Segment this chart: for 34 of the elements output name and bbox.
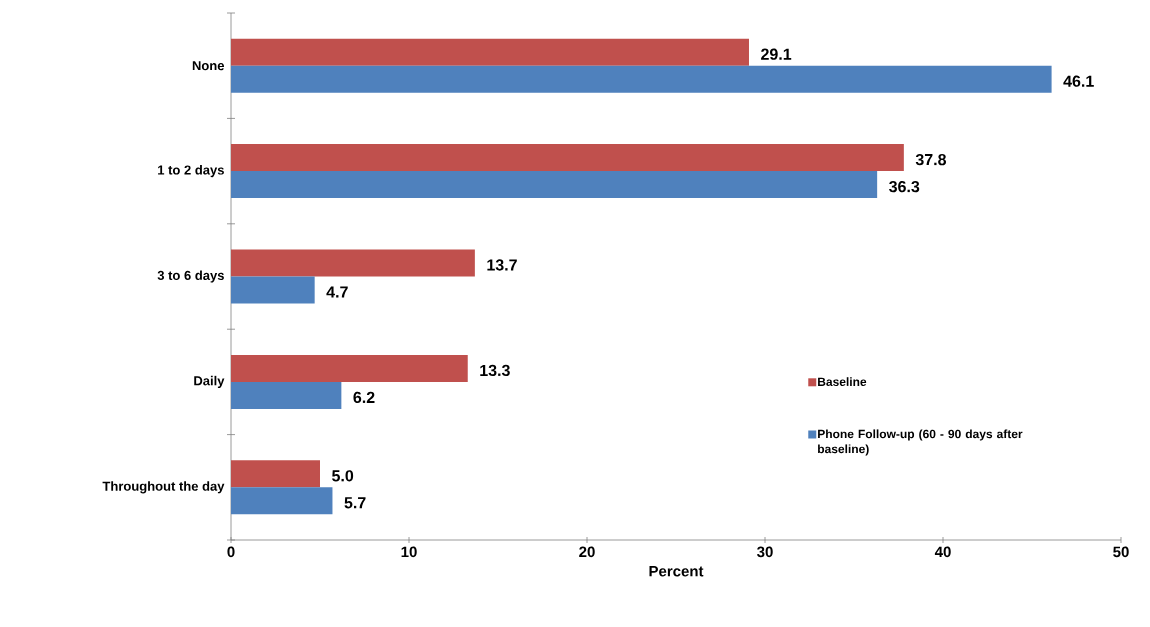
data-label: 13.7 <box>487 259 517 271</box>
data-label: 13.3 <box>480 364 510 377</box>
x-tick-label: 0 <box>227 546 235 558</box>
bar <box>231 354 468 382</box>
y-tick-label: None <box>192 61 225 71</box>
bar <box>231 381 342 409</box>
x-tick-label: 40 <box>934 546 951 558</box>
x-tick-label: 30 <box>757 546 773 558</box>
y-tick-label: Daily <box>194 375 225 388</box>
x-axis-title: Percent <box>649 566 704 577</box>
data-label: 37.8 <box>915 153 947 166</box>
bar <box>231 171 878 199</box>
data-label: 5.0 <box>332 470 354 482</box>
bar <box>231 487 333 515</box>
x-tick-label: 50 <box>1113 546 1129 558</box>
data-label: 4.7 <box>326 286 348 298</box>
y-tick-label: 1 to 2 days <box>158 165 224 178</box>
bar <box>231 144 904 172</box>
bar <box>231 276 315 304</box>
x-tick-label: 20 <box>579 546 595 558</box>
data-label: 46.1 <box>1063 75 1094 87</box>
bar <box>231 249 475 277</box>
legend-label: Baseline <box>818 377 867 387</box>
data-label: 29.1 <box>761 48 792 60</box>
bar <box>231 65 1052 93</box>
data-label: 6.2 <box>353 391 375 404</box>
x-tick-label: 10 <box>401 546 417 558</box>
y-tick-label: Throughout the day <box>102 481 225 494</box>
legend-label: Phone Follow-up (60 - 90 days after baseline) <box>818 429 1023 456</box>
bar <box>231 460 320 488</box>
y-tick-label: 3 to 6 days <box>157 270 224 283</box>
bar <box>231 38 749 66</box>
data-label: 5.7 <box>344 497 366 509</box>
data-label: 36.3 <box>889 180 920 193</box>
